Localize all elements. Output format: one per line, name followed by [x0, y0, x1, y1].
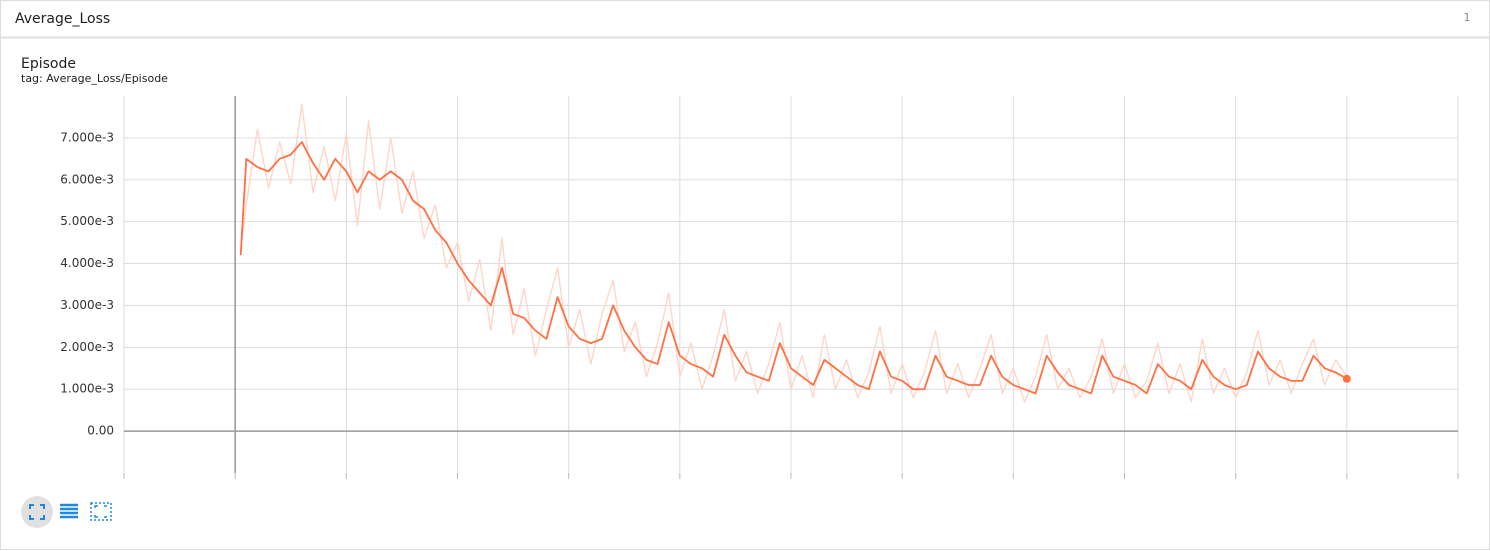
fit-button[interactable]: [21, 496, 53, 528]
y-tick-label: 4.000e-3: [60, 256, 114, 270]
y-tick-label: 2.000e-3: [60, 340, 114, 354]
legend-toggle-button[interactable]: [60, 503, 78, 519]
chart-title: Episode: [21, 56, 76, 72]
y-tick-label: 1.000e-3: [60, 382, 114, 396]
y-tick-label: 7.000e-3: [60, 130, 114, 144]
chart-subtitle: tag: Average_Loss/Episode: [21, 72, 168, 85]
zoom-button[interactable]: [90, 502, 112, 521]
y-tick-label: 0.00: [87, 424, 114, 438]
plot: 0.00 1.000e-3 2.000e-3 3.000e-3 4.000e-3 5.00…: [60, 96, 1459, 479]
card-header[interactable]: [1, 1, 1489, 37]
y-tick-label: 3.000e-3: [60, 298, 114, 312]
series-line: [239, 141, 1348, 395]
header-count: 1: [1464, 11, 1471, 24]
y-tick-label: 6.000e-3: [60, 172, 114, 186]
toolbar: [21, 496, 112, 528]
last-point: [1342, 374, 1351, 383]
series-line: [240, 103, 1348, 403]
y-tick-label: 5.000e-3: [60, 214, 114, 228]
header-title: Average_Loss: [15, 11, 110, 27]
